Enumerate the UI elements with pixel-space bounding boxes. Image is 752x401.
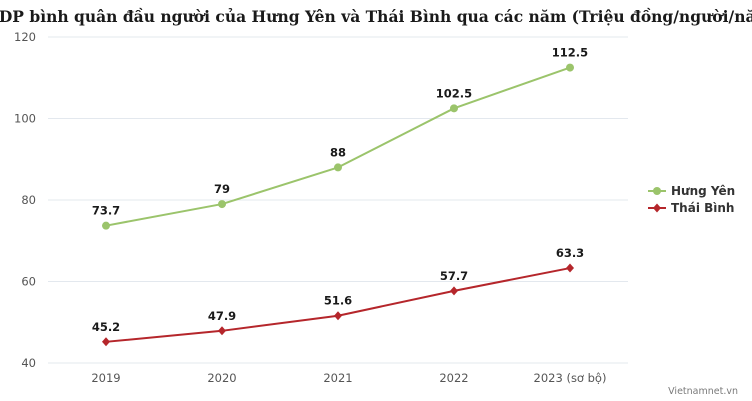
data-point[interactable] xyxy=(218,200,226,209)
data-label: 112.5 xyxy=(552,46,588,60)
legend-marker xyxy=(653,203,661,213)
x-axis: 2019 2020 2021 2022 2023 (sơ bộ) xyxy=(91,371,606,385)
data-point[interactable] xyxy=(102,221,110,230)
legend-item[interactable]: Thái Bình xyxy=(648,201,734,215)
data-label: 79 xyxy=(214,182,230,196)
data-point[interactable] xyxy=(566,63,574,72)
data-label: 73.7 xyxy=(92,204,120,218)
data-point[interactable] xyxy=(218,326,226,336)
y-tick-label: 120 xyxy=(14,30,36,44)
series-1: 45.2 47.9 51.6 57.7 63.3 xyxy=(92,246,584,347)
y-tick-label: 40 xyxy=(21,356,36,370)
y-tick-label: 100 xyxy=(14,112,36,126)
data-label: 63.3 xyxy=(556,246,584,260)
data-label: 57.7 xyxy=(440,269,468,283)
x-tick-label: 2021 xyxy=(323,371,352,385)
source-credit: Vietnamnet.vn xyxy=(668,386,738,397)
data-point[interactable] xyxy=(102,337,110,347)
chart-title: GRDP bình quân đầu người của Hưng Yên và… xyxy=(0,7,752,26)
legend-item[interactable]: Hưng Yên xyxy=(648,184,735,198)
series-layer: 73.7 79 88 102.5 112.5 45.2 47.9 51.6 57.7 63.3 xyxy=(92,46,588,347)
grid xyxy=(48,36,628,364)
data-label: 51.6 xyxy=(324,294,352,308)
data-point[interactable] xyxy=(450,286,458,296)
legend-label: Thái Bình xyxy=(671,201,734,215)
legend-marker xyxy=(653,187,661,195)
series-0: 73.7 79 88 102.5 112.5 xyxy=(92,46,588,230)
data-point[interactable] xyxy=(450,104,458,113)
data-label: 102.5 xyxy=(436,86,472,100)
data-label: 88 xyxy=(330,145,346,159)
legend: Hưng Yên Thái Bình xyxy=(648,184,735,215)
legend-label: Hưng Yên xyxy=(671,184,735,198)
x-tick-label: 2023 (sơ bộ) xyxy=(534,371,607,385)
x-tick-label: 2022 xyxy=(439,371,468,385)
data-point[interactable] xyxy=(334,311,342,321)
data-point[interactable] xyxy=(334,163,342,172)
y-tick-label: 80 xyxy=(21,193,36,207)
x-tick-label: 2020 xyxy=(207,371,236,385)
y-axis: 40 60 80 100 120 xyxy=(14,30,36,370)
data-label: 45.2 xyxy=(92,320,120,334)
data-point[interactable] xyxy=(566,263,574,273)
y-tick-label: 60 xyxy=(21,275,36,289)
x-tick-label: 2019 xyxy=(91,371,120,385)
data-label: 47.9 xyxy=(208,309,236,323)
